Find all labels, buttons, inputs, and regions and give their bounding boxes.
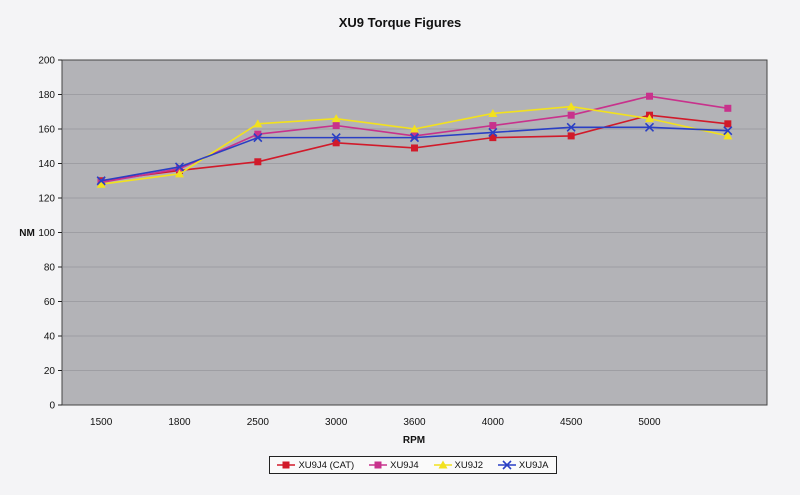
x-tick-label: 3000: [325, 417, 348, 428]
data-point: [174, 162, 185, 172]
data-point: [410, 124, 419, 133]
data-point: [724, 120, 732, 128]
data-point: [331, 114, 341, 123]
data-point: [723, 126, 733, 136]
x-axis-title: RPM: [403, 435, 425, 446]
x-axis: 1500 1800 2500 3000 3600 4000 4500 5000: [90, 417, 661, 428]
legend-swatch-icon: [497, 460, 516, 470]
data-point: [488, 108, 498, 117]
y-tick-label: 20: [44, 366, 56, 377]
x-tick-label: 5000: [638, 417, 661, 428]
y-tick-label: 120: [38, 194, 55, 205]
data-point: [567, 111, 575, 119]
data-point: [411, 144, 418, 152]
x-tick-label: 1500: [90, 417, 113, 428]
legend-marker: [502, 460, 512, 470]
data-point: [646, 92, 653, 100]
chart-title: XU9 Torque Figures: [338, 15, 462, 30]
data-point: [175, 169, 184, 178]
y-tick-label: 180: [38, 90, 55, 101]
y-tick-label: 200: [38, 56, 55, 67]
data-point: [253, 133, 263, 143]
y-tick-label: 100: [38, 228, 55, 239]
legend-item: XU9J2: [433, 459, 484, 471]
x-tick-label: 4500: [560, 417, 583, 428]
series-lines: [96, 92, 733, 188]
data-point: [489, 134, 497, 142]
y-axis: 0 20 40 60 80 100 120 140 160 180 200: [38, 56, 62, 412]
legend-marker: [374, 461, 382, 469]
legend-label: XU9J4: [390, 459, 419, 471]
data-point: [96, 176, 106, 186]
data-point: [566, 102, 576, 111]
x-tick-label: 2500: [247, 417, 270, 428]
y-tick-label: 160: [38, 125, 55, 136]
y-tick-label: 40: [44, 332, 56, 343]
x-tick-label: 1800: [168, 417, 191, 428]
data-point: [409, 133, 420, 143]
data-point: [567, 132, 575, 140]
data-point: [332, 139, 340, 147]
y-axis-title: NM: [19, 228, 35, 239]
legend: XU9J4 (CAT) XU9J4 XU9J2 XU9JA: [269, 456, 557, 474]
data-point: [411, 132, 418, 140]
legend-label: XU9J2: [454, 459, 484, 471]
y-tick-label: 0: [49, 401, 55, 412]
legend-marker: [438, 460, 448, 469]
legend-item: XU9J4: [369, 460, 419, 471]
legend-swatch-icon: [433, 460, 452, 469]
data-point: [644, 122, 655, 132]
x-tick-label: 4000: [482, 417, 505, 428]
data-point: [96, 179, 106, 188]
legend-marker: [282, 461, 290, 469]
x-tick-label: 3600: [403, 417, 426, 428]
series-4: [96, 122, 733, 186]
y-tick-label: 60: [44, 297, 56, 308]
legend-item: XU9JA: [497, 459, 549, 471]
data-point: [176, 165, 183, 173]
legend-label: XU9J4 (CAT): [298, 459, 355, 471]
data-point: [489, 122, 497, 130]
data-point: [645, 114, 654, 123]
legend-swatch-icon: [277, 461, 296, 469]
legend-item: XU9J4 (CAT): [277, 460, 354, 471]
data-point: [331, 133, 341, 143]
legend-swatch-icon: [369, 461, 388, 469]
data-point: [723, 131, 733, 140]
data-point: [332, 122, 340, 130]
legend-label: XU9JA: [518, 459, 549, 471]
data-point: [253, 119, 263, 128]
data-point: [254, 158, 262, 166]
y-tick-label: 80: [44, 263, 56, 274]
data-point: [488, 127, 498, 138]
data-point: [566, 122, 576, 132]
data-point: [724, 104, 732, 112]
y-tick-label: 140: [38, 159, 55, 170]
data-point: [254, 130, 262, 138]
